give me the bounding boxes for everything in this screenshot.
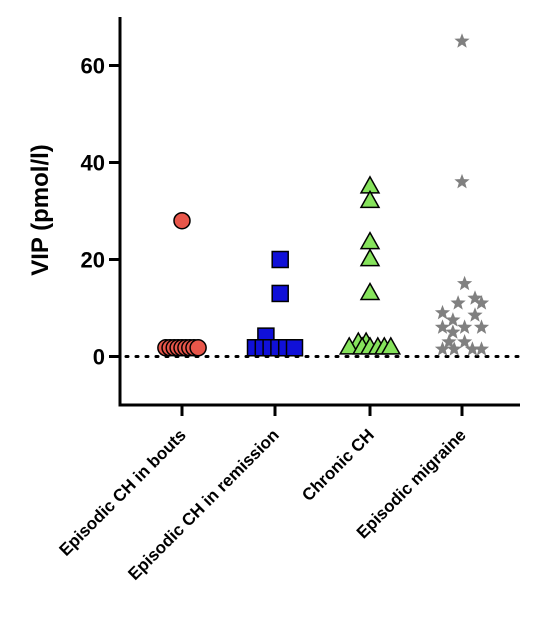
star-point bbox=[456, 333, 473, 349]
circle-point bbox=[189, 339, 207, 357]
star-point bbox=[434, 304, 451, 320]
category-label: Chronic CH bbox=[298, 425, 378, 505]
triangle-point bbox=[338, 336, 360, 355]
star-point bbox=[473, 319, 490, 334]
star-point bbox=[434, 319, 451, 334]
star-point bbox=[454, 173, 470, 189]
y-tick-label: 0 bbox=[93, 345, 105, 370]
triangle-point bbox=[359, 189, 381, 209]
data-points bbox=[157, 33, 490, 357]
square-point bbox=[285, 339, 304, 357]
star-point bbox=[445, 324, 461, 339]
star-point bbox=[456, 319, 473, 334]
triangle-point bbox=[359, 231, 381, 250]
star-point bbox=[441, 333, 457, 349]
axes: 0 20 40 60 bbox=[81, 17, 520, 416]
star-point bbox=[446, 341, 462, 356]
category-label: Episodic CH in remission bbox=[124, 425, 282, 583]
star-point bbox=[450, 295, 466, 310]
y-tick-label: 60 bbox=[81, 54, 105, 79]
star-point bbox=[467, 307, 483, 322]
square-point bbox=[271, 284, 289, 303]
square-point bbox=[271, 250, 289, 269]
y-tick-label: 20 bbox=[81, 248, 105, 273]
triangle-point bbox=[359, 248, 381, 267]
star-point bbox=[445, 312, 461, 327]
star-point bbox=[454, 33, 470, 48]
star-point bbox=[464, 341, 481, 356]
triangle-point bbox=[359, 282, 381, 301]
star-point bbox=[473, 295, 490, 310]
star-point bbox=[473, 341, 490, 356]
y-tick-label: 40 bbox=[81, 151, 105, 176]
star-point bbox=[456, 275, 473, 291]
circle-point bbox=[173, 211, 191, 230]
star-point bbox=[434, 341, 451, 356]
triangle-point bbox=[380, 336, 402, 355]
y-axis-label: VIP (pmol/l) bbox=[27, 144, 54, 276]
star-point bbox=[467, 290, 483, 305]
